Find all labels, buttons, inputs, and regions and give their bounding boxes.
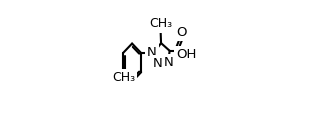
Text: N: N: [147, 46, 156, 59]
Text: CH₃: CH₃: [112, 71, 135, 84]
Text: CH₃: CH₃: [149, 17, 172, 31]
Text: N: N: [164, 56, 174, 69]
Text: O: O: [176, 26, 187, 39]
Text: OH: OH: [176, 48, 197, 61]
Text: N: N: [153, 57, 163, 70]
